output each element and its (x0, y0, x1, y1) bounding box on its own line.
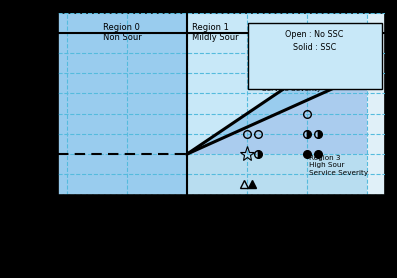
Text: Region 2
Medium Sour
Service Severity: Region 2 Medium Sour Service Severity (262, 71, 322, 92)
X-axis label: H₂S partial pressure: H₂S partial pressure (169, 245, 274, 255)
Polygon shape (187, 73, 367, 195)
Polygon shape (367, 13, 385, 195)
Polygon shape (187, 13, 367, 154)
Text: Region 0
Non Sour: Region 0 Non Sour (103, 23, 142, 42)
Text: Region 1
Mildly Sour: Region 1 Mildly Sour (192, 23, 238, 42)
Text: Region 3
High Sour
Service Severity: Region 3 High Sour Service Severity (310, 155, 368, 176)
Text: Open : No SSC
Solid : SSC: Open : No SSC Solid : SSC (285, 30, 344, 52)
Y-axis label: pH: pH (21, 96, 31, 111)
FancyBboxPatch shape (248, 23, 382, 89)
Polygon shape (187, 154, 367, 195)
